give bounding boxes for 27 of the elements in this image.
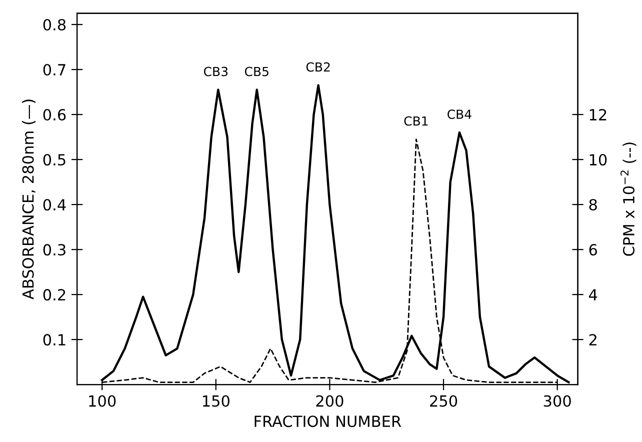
y-tick-label: 0.8: [43, 18, 66, 31]
y2-tick-label: 8: [589, 198, 597, 211]
annotation: CB2: [306, 62, 330, 72]
y2-tick-label: 6: [589, 244, 597, 256]
x-tick-label: 300: [544, 395, 571, 407]
y-tick-label: 0.5: [43, 154, 66, 166]
x-tick-label: 150: [202, 395, 230, 407]
annotation: CB4: [448, 110, 472, 119]
x-tick-label: 250: [430, 395, 458, 407]
y-tick-label: 0.7: [43, 64, 66, 76]
annotation: CB3: [204, 66, 228, 76]
annotation: CB5: [244, 66, 268, 76]
y2-tick-label: 10: [590, 154, 607, 166]
y-tick-label: 0.3: [43, 244, 66, 256]
y-tick-label: 0.6: [43, 108, 66, 121]
y-tick-label: 0.4: [43, 198, 66, 211]
y2-tick-label: 4: [588, 289, 598, 300]
y-tick-label: 0.1: [43, 334, 66, 346]
y-axis-title: ABSORBANCE, 280nm (—): [22, 100, 36, 300]
x-axis-title: FRACTION NUMBER: [254, 416, 402, 428]
annotation: CB1: [404, 116, 428, 126]
y2-tick-label: 12: [590, 108, 606, 120]
y2-axis-title: CPM x 10$^{−2}$ (--): [620, 142, 636, 256]
y-tick-label: 0.2: [43, 289, 66, 301]
x-tick-label: 200: [316, 395, 344, 407]
y2-tick-label: 2: [589, 334, 596, 346]
x-tick-label: 100: [89, 395, 116, 407]
